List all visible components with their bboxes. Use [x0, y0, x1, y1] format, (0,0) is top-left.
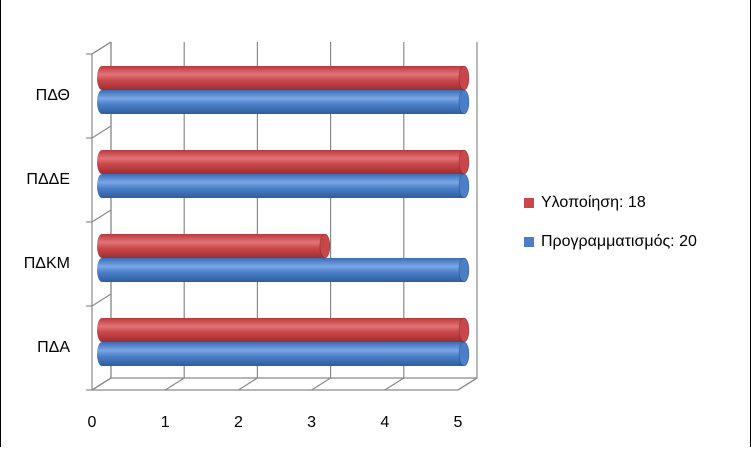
- floor-gridline: [164, 377, 185, 391]
- category-label: ΠΔΚΜ: [24, 255, 70, 272]
- bar-planning: [97, 257, 470, 283]
- bar-end-cap: [458, 65, 470, 91]
- bar-end-cap: [458, 89, 470, 115]
- category-labels: ΠΔΑ ΠΔΚΜ ΠΔΔΕ ΠΔΘ: [24, 41, 112, 391]
- bar-body: [97, 234, 330, 258]
- x-tick-label: 2: [234, 414, 243, 431]
- x-tick-label: 3: [307, 414, 316, 431]
- legend-swatch-implementation: [524, 198, 534, 208]
- bar-end-cap: [458, 149, 470, 175]
- bar-implementation: [97, 317, 470, 343]
- bars: [97, 65, 470, 367]
- bar-end-cap: [319, 233, 331, 259]
- bar-planning: [97, 341, 470, 367]
- left-wall-separator: [91, 209, 112, 223]
- bar-body: [97, 90, 469, 114]
- category-label: ΠΔΔΕ: [26, 171, 70, 188]
- x-tick-label: 1: [161, 414, 170, 431]
- bar-body: [97, 342, 469, 366]
- bar-end-cap: [458, 341, 470, 367]
- category-label: ΠΔΘ: [36, 87, 70, 104]
- left-wall-separator: [91, 377, 112, 391]
- bar-body: [97, 150, 469, 174]
- legend: Υλοποίηση: 18 Προγραμματισμός: 20: [524, 193, 697, 271]
- category-label: ΠΔΑ: [37, 339, 70, 356]
- legend-item-implementation: Υλοποίηση: 18: [524, 193, 697, 213]
- floor-gridline: [311, 377, 331, 391]
- left-wall-separator: [91, 293, 112, 307]
- floor-gridline: [457, 377, 478, 391]
- legend-swatch-planning: [524, 237, 534, 247]
- left-wall-separator: [91, 41, 112, 55]
- legend-label-implementation: Υλοποίηση: 18: [541, 194, 646, 211]
- bar-implementation: [97, 65, 470, 91]
- legend-item-planning: Προγραμματισμός: 20: [524, 232, 697, 252]
- x-tick-label: 4: [380, 414, 389, 431]
- bar-body: [97, 318, 469, 342]
- x-tick-label: 0: [88, 414, 97, 431]
- legend-label-planning: Προγραμματισμός: 20: [541, 233, 697, 250]
- x-axis-ticks: 0 1 2 3 4 5: [88, 414, 463, 431]
- x-tick-label: 5: [454, 414, 463, 431]
- bar-body: [97, 258, 469, 282]
- bar-planning: [97, 89, 470, 115]
- bar-implementation: [97, 149, 470, 175]
- bar-implementation: [97, 233, 331, 259]
- bar-end-cap: [458, 317, 470, 343]
- bar-end-cap: [458, 173, 470, 199]
- bar-end-cap: [458, 257, 470, 283]
- floor-gridline: [238, 377, 258, 391]
- bar-body: [97, 174, 469, 198]
- bar-body: [97, 66, 469, 90]
- bar-planning: [97, 173, 470, 199]
- left-wall-separator: [91, 125, 112, 139]
- floor-gridline: [384, 377, 405, 391]
